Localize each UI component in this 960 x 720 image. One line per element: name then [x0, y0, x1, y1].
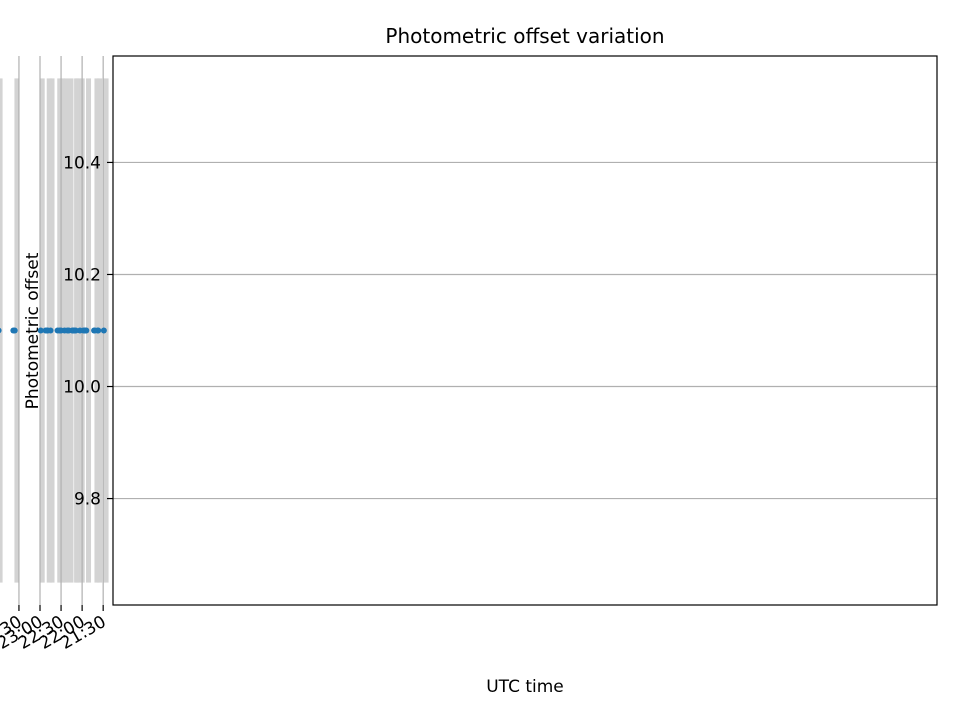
- x-axis-ticks: 21:3022:0022:3023:0023:3000:0000:3001:00…: [0, 605, 110, 654]
- x-axis-label: UTC time: [486, 677, 564, 697]
- data-point: [0, 328, 1, 333]
- y-axis-label: Photometric offset: [23, 252, 43, 409]
- grid-lines: [18, 56, 937, 605]
- data-point: [100, 327, 107, 334]
- plot-frame: [112, 55, 938, 606]
- y-tick-label: 10.2: [63, 265, 101, 285]
- y-tick-label: 10.4: [63, 153, 101, 173]
- data-point: [54, 327, 61, 334]
- data-point: [37, 327, 44, 334]
- y-axis-ticks: 9.8 10.0 10.2 10.4: [63, 153, 113, 510]
- data-point: [42, 327, 49, 334]
- chart-title: Photometric offset variation: [385, 24, 664, 48]
- data-points: [0, 327, 107, 334]
- data-point: [91, 327, 98, 334]
- data-point: [77, 327, 84, 334]
- y-tick-label: 10.0: [63, 378, 101, 398]
- data-point: [10, 327, 17, 334]
- y-tick-label: 9.8: [74, 490, 101, 510]
